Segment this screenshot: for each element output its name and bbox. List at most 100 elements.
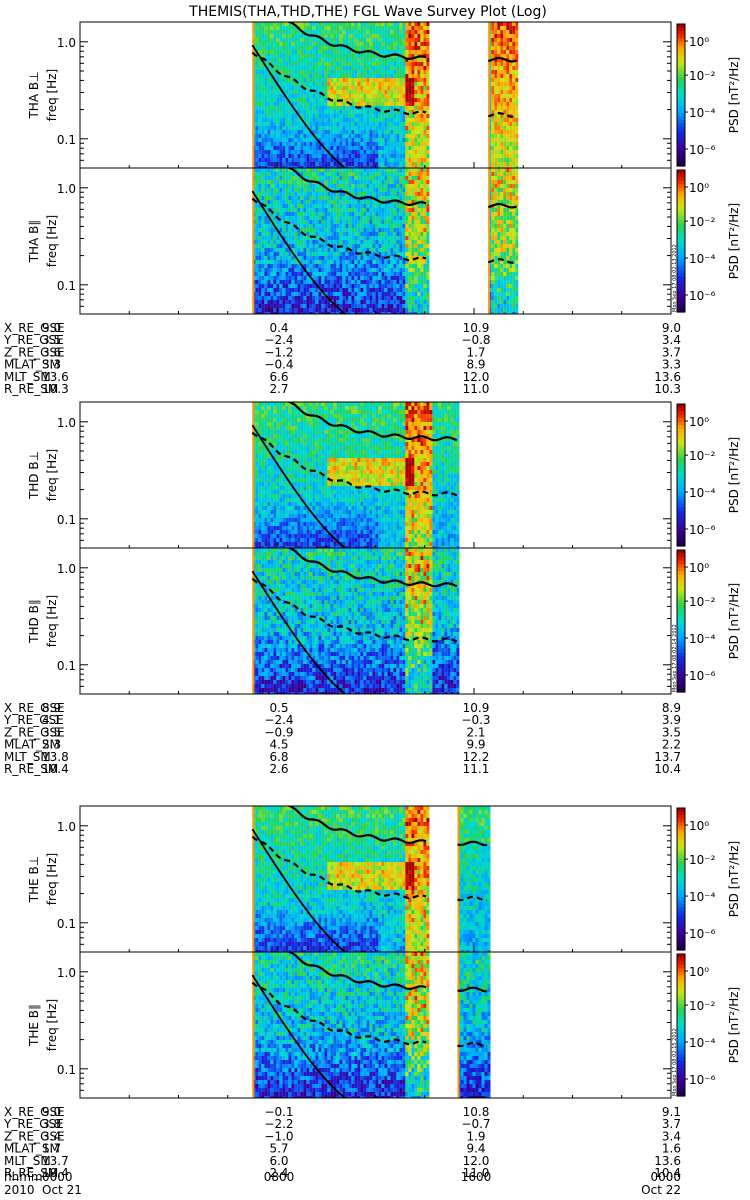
ephemeris-value: 3.3: [662, 358, 681, 372]
fce-curve: [457, 986, 488, 993]
freq-tick-label: 0.1: [57, 917, 76, 931]
ephemeris-value: 10.4: [654, 1166, 681, 1180]
hhmm-tick-label: 0000: [650, 1170, 681, 1184]
colorbar-label: PSD [nT²/Hz]: [727, 987, 741, 1063]
ephemeris-value: −0.3: [461, 713, 490, 727]
freq-tick-label: 1.0: [57, 416, 76, 430]
half-fce-curve: [251, 431, 458, 497]
ephemeris-value: −2.4: [264, 713, 293, 727]
freq-tick-label: 1.0: [57, 562, 76, 576]
ephemeris-value: 10.9: [463, 701, 490, 715]
ephemeris-value: 5.7: [269, 1142, 288, 1156]
panel-ylabel-freq: freq [Hz]: [45, 69, 59, 121]
ephemeris-value: −0.1: [264, 1105, 293, 1119]
ephemeris-label: Z_RE_GSE: [4, 1129, 65, 1143]
freq-tick-label: 1.0: [57, 182, 76, 196]
colorbar: 10⁰ 10⁻² 10⁻⁴ 10⁻⁶ PSD [nT²/Hz]: [676, 23, 741, 167]
colorbar-tick-label: 10⁻²: [689, 69, 716, 83]
ephemeris-value: 11.1: [463, 762, 490, 776]
ephemeris-label: R_RE_SM: [4, 762, 58, 776]
panel-the-bpar: 1.0 0.1 THE B∥ freq [Hz]: [27, 951, 672, 1099]
fce-curve: [285, 22, 427, 60]
panel-thd-bpar: 1.0 0.1 THD B∥ freq [Hz]: [27, 547, 672, 695]
ephemeris-value: 6.8: [269, 750, 288, 764]
fce-curve: [285, 402, 458, 442]
spectrogram-heatmap: [251, 806, 491, 952]
fce-curve: [487, 56, 517, 63]
ephemeris-value: 2.6: [269, 762, 288, 776]
ephemeris-label: Y_RE_GSE: [3, 1117, 64, 1131]
ephemeris-value: −1.0: [264, 1129, 293, 1143]
ephemeris-value: 2.2: [662, 738, 681, 752]
colorbar-tick-label: 10⁻⁴: [689, 890, 716, 904]
ephemeris-value: 3.5: [42, 725, 61, 739]
timestamp-stamp: Mon Sep 17 08:02:14 2012: [672, 624, 678, 692]
figure-title: THEMIS(THA,THD,THE) FGL Wave Survey Plot…: [188, 4, 547, 20]
ephemeris-label: MLAT_SM: [4, 358, 60, 372]
colorbar: 10⁰ 10⁻² 10⁻⁴ 10⁻⁶ PSD [nT²/Hz]: [676, 807, 741, 951]
panel-ylabel-freq: freq [Hz]: [45, 853, 59, 905]
half-fce-curve: [251, 981, 427, 1046]
year-label: 2010: [4, 1183, 35, 1197]
panel-tha-bpar: 1.0 0.1 THA B∥ freq [Hz]: [27, 167, 672, 315]
fce-curve: [285, 952, 427, 990]
colorbar-tick-label: 10⁻⁴: [689, 632, 716, 646]
ephemeris-value: 3.5: [662, 725, 681, 739]
ephemeris-value: −0.9: [264, 725, 293, 739]
ephemeris-value: 10.4: [42, 1166, 69, 1180]
ephemeris-value: 3.6: [42, 345, 61, 359]
ephemeris-value: 3.4: [662, 1129, 681, 1143]
ephemeris-label: R_RE_SM: [4, 1166, 58, 1180]
timestamp-stamp: Mon Sep 17 08:02:15 2012: [672, 1028, 678, 1096]
hhmm-tick-label: 1600: [461, 1170, 492, 1184]
freq-tick-label: 0.1: [57, 279, 76, 293]
panel-ylabel: THD B∥: [27, 599, 41, 644]
panel-ylabel: THA B⊥: [27, 71, 41, 119]
ephemeris-value: 13.6: [42, 370, 69, 384]
low-freq-curve: [251, 570, 347, 694]
half-fce-curve: [457, 1041, 488, 1048]
ephemeris-label: MLAT_SM: [4, 1142, 60, 1156]
ephemeris-value: 1.7: [466, 345, 485, 359]
ephemeris-value: 0.5: [269, 701, 288, 715]
colorbar-label: PSD [nT²/Hz]: [727, 57, 741, 133]
low-freq-curve: [251, 828, 347, 952]
colorbar-label: PSD [nT²/Hz]: [727, 203, 741, 279]
colorbar-tick-label: 10⁰: [689, 561, 709, 575]
colorbar-tick-label: 10⁻⁶: [689, 1073, 716, 1087]
panel-ylabel-freq: freq [Hz]: [45, 999, 59, 1051]
freq-tick-label: 1.0: [57, 36, 76, 50]
ephemeris-value: 11.0: [463, 382, 490, 396]
ephemeris-value: 10.4: [654, 762, 681, 776]
ephemeris-value: 3.9: [662, 713, 681, 727]
colorbar-tick-label: 10⁻⁴: [689, 1036, 716, 1050]
spectrogram-heatmap: [251, 952, 491, 1098]
ephemeris-value: 2.7: [269, 382, 288, 396]
hhmm-tick-label: 0000: [42, 1170, 73, 1184]
low-freq-curve: [251, 974, 347, 1098]
colorbar-tick-label: 10⁻²: [689, 853, 716, 867]
ephemeris-value: 10.4: [42, 762, 69, 776]
ephemeris-value: −1.2: [264, 345, 293, 359]
ephemeris-value: 3.5: [42, 333, 61, 347]
colorbar-label: PSD [nT²/Hz]: [727, 841, 741, 917]
hhmm-label: hhmm: [4, 1170, 43, 1184]
ephemeris-value: 4.1: [42, 713, 61, 727]
spectrogram-heatmap: [251, 402, 460, 548]
spectrogram-heatmap: [251, 168, 519, 314]
ephemeris-value: −2.2: [264, 1117, 293, 1131]
colorbar-tick-label: 10⁰: [689, 819, 709, 833]
colorbar-tick-label: 10⁻²: [689, 595, 716, 609]
freq-tick-label: 1.0: [57, 966, 76, 980]
ephemeris-value: −0.8: [461, 333, 490, 347]
ephemeris-label: Z_RE_GSE: [4, 725, 65, 739]
freq-tick-label: 1.0: [57, 820, 76, 834]
fce-curve: [285, 806, 427, 844]
ephemeris-value: 6.0: [269, 1154, 288, 1168]
ephemeris-label: Y_RE_GSE: [3, 713, 64, 727]
panel-ylabel-freq: freq [Hz]: [45, 595, 59, 647]
ephemeris-value: 2.4: [269, 1166, 288, 1180]
ephemeris-value: 12.0: [463, 370, 490, 384]
colorbar: 10⁰ 10⁻² 10⁻⁴ 10⁻⁶ PSD [nT²/Hz] Mon Sep 17 08…: [672, 953, 741, 1097]
